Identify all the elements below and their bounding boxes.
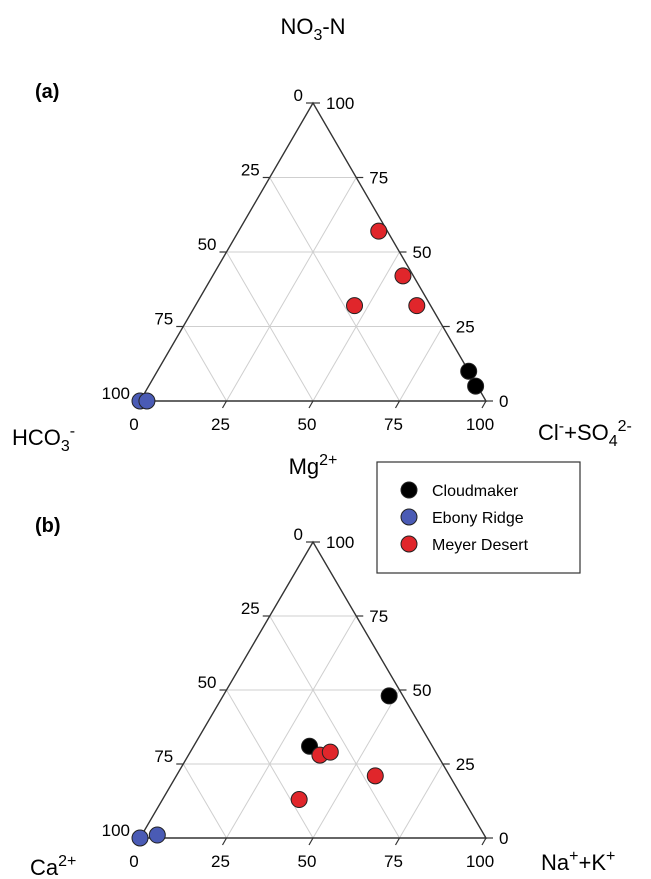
- left-tick-label: 75: [154, 747, 173, 766]
- data-point-meyer-desert: [366, 767, 384, 785]
- data-point-cloudmaker: [460, 362, 478, 380]
- left-tick-label: 100: [102, 384, 130, 403]
- grid-line: [226, 177, 357, 402]
- grid-line: [182, 763, 227, 839]
- bottom-tick-label: 25: [211, 415, 230, 434]
- tick-mark: [221, 837, 228, 846]
- data-point-ebony-ridge: [131, 829, 149, 847]
- grid-line: [269, 615, 400, 839]
- right-tick-label: 25: [456, 755, 475, 774]
- data-point-ebony-ridge: [138, 392, 156, 410]
- ternary-panel-a: 0 0 100 25 25 75 50 50 50 75 75 25 100 100 0 (a) NO3-N HC…: [12, 14, 632, 455]
- grid-line: [226, 251, 314, 402]
- bottom-tick-label: 50: [298, 415, 317, 434]
- data-point-cloudmaker: [380, 687, 398, 705]
- data-point-meyer-desert: [290, 791, 308, 809]
- right-axis-label: Na++K+: [541, 848, 615, 875]
- grid-line: [269, 177, 400, 402]
- right-tick-label: 50: [413, 681, 432, 700]
- grid-line: [182, 326, 227, 402]
- right-axis-label: Cl-+SO42-: [538, 418, 632, 450]
- grid-line: [399, 763, 444, 839]
- legend-label: Meyer Desert: [432, 537, 529, 554]
- panel-label: (a): [35, 81, 59, 103]
- data-point-ebony-ridge: [148, 826, 166, 844]
- bottom-tick-label: 0: [129, 852, 138, 871]
- grid-line: [312, 689, 400, 839]
- bottom-tick-label: 25: [211, 852, 230, 871]
- bottom-tick-label: 50: [298, 852, 317, 871]
- right-tick-label: 100: [326, 533, 354, 552]
- left-tick-label: 25: [241, 599, 260, 618]
- left-tick-label: 0: [294, 525, 303, 544]
- left-tick-label: 50: [198, 673, 217, 692]
- legend-marker: [400, 535, 418, 553]
- legend-label: Cloudmaker: [432, 483, 519, 500]
- legend: Cloudmaker Ebony Ridge Meyer Desert: [376, 461, 581, 574]
- right-tick-label: 75: [369, 169, 388, 188]
- tick-mark: [394, 400, 401, 409]
- legend-label: Ebony Ridge: [432, 510, 524, 527]
- legend-marker: [400, 481, 418, 499]
- data-point-meyer-desert: [321, 743, 339, 761]
- left-tick-label: 50: [198, 235, 217, 254]
- grid-line: [226, 615, 357, 839]
- bottom-tick-label: 100: [466, 852, 494, 871]
- data-point-meyer-desert: [370, 222, 388, 240]
- left-tick-label: 100: [102, 821, 130, 840]
- left-tick-label: 0: [294, 86, 303, 105]
- tick-mark: [394, 837, 401, 846]
- bottom-tick-label: 75: [384, 415, 403, 434]
- right-tick-label: 0: [499, 829, 508, 848]
- legend-marker: [400, 508, 418, 526]
- apex-axis-label: NO3-N: [280, 14, 345, 44]
- bottom-tick-label: 0: [129, 415, 138, 434]
- data-point-cloudmaker: [467, 377, 485, 395]
- apex-axis-label: Mg2+: [289, 452, 338, 479]
- tick-mark: [308, 400, 314, 409]
- bottom-tick-label: 100: [466, 415, 494, 434]
- right-tick-label: 50: [413, 243, 432, 262]
- panel-label: (b): [35, 515, 61, 537]
- left-axis-label: HCO3-: [12, 423, 75, 455]
- right-tick-label: 0: [499, 392, 508, 411]
- left-tick-label: 75: [154, 310, 173, 329]
- tick-mark: [481, 837, 487, 846]
- ternary-panel-b: 0 0 100 25 25 75 50 50 50 75 75 25 100 100 0 (b) Mg2+ Ca2…: [30, 452, 615, 879]
- right-tick-label: 75: [369, 607, 388, 626]
- data-point-meyer-desert: [408, 297, 426, 315]
- bottom-tick-label: 75: [384, 852, 403, 871]
- data-point-meyer-desert: [394, 267, 412, 285]
- grid-line: [312, 251, 400, 402]
- tick-mark: [481, 400, 487, 409]
- grid-line: [226, 689, 314, 839]
- data-point-meyer-desert: [346, 297, 364, 315]
- tick-mark: [308, 837, 314, 846]
- right-tick-label: 25: [456, 318, 475, 337]
- left-tick-label: 25: [241, 161, 260, 180]
- tick-mark: [221, 400, 228, 409]
- grid-line: [399, 326, 444, 402]
- right-tick-label: 100: [326, 94, 354, 113]
- left-axis-label: Ca2+: [30, 853, 76, 879]
